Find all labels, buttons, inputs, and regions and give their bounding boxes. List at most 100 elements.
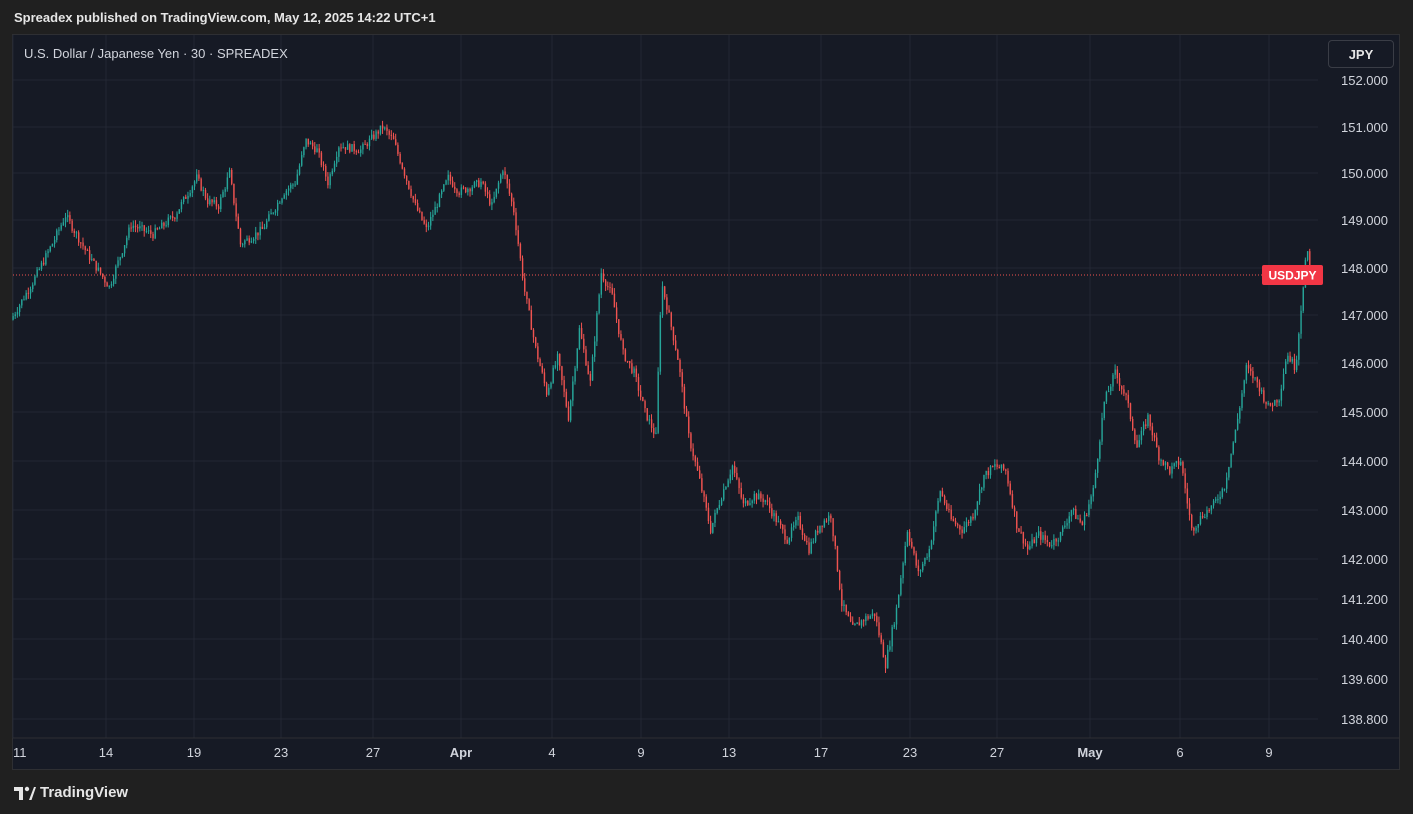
candle xyxy=(172,211,174,222)
candle-body xyxy=(384,127,386,129)
candle-body xyxy=(226,177,229,190)
candle xyxy=(613,288,616,308)
candle xyxy=(1300,305,1302,339)
candle xyxy=(49,245,51,253)
candle xyxy=(751,499,753,508)
candle-body xyxy=(906,532,909,547)
candle xyxy=(922,561,924,573)
candle xyxy=(1011,490,1014,509)
candle xyxy=(1077,514,1079,520)
candle xyxy=(847,611,850,617)
candle-body xyxy=(412,196,414,200)
candle xyxy=(1053,534,1055,550)
candle xyxy=(1291,356,1294,364)
x-tick-label: Apr xyxy=(450,745,472,760)
candle-body xyxy=(320,152,323,166)
candle xyxy=(99,267,102,276)
candle-body xyxy=(71,220,73,231)
candle-body xyxy=(865,616,867,622)
candle-body xyxy=(322,165,325,167)
candle xyxy=(1079,514,1081,524)
candle-body xyxy=(867,616,869,619)
candle-body xyxy=(1267,403,1269,405)
candle-body xyxy=(1193,527,1195,531)
candle-body xyxy=(893,624,896,628)
candle xyxy=(1046,535,1049,547)
candle-body xyxy=(202,189,205,191)
candle-body xyxy=(1037,531,1040,536)
tradingview-logo[interactable]: TradingView xyxy=(14,784,128,801)
candle-body xyxy=(954,520,957,525)
candle-body xyxy=(1116,369,1119,379)
candle-body xyxy=(213,200,215,203)
candle-body xyxy=(460,187,463,196)
candle-body xyxy=(456,189,458,194)
candle xyxy=(486,187,489,199)
publish-info: Spreadex published on TradingView.com, M… xyxy=(14,10,436,25)
candle-body xyxy=(849,616,852,622)
candle-body xyxy=(967,521,970,523)
candle xyxy=(246,235,248,242)
candle-body xyxy=(500,175,502,183)
candle-body xyxy=(25,292,27,300)
candle xyxy=(123,245,126,257)
candle xyxy=(1131,416,1134,431)
candle-body xyxy=(401,163,404,169)
candle-body xyxy=(1169,466,1171,474)
candle-body xyxy=(143,225,146,232)
candle xyxy=(1186,482,1189,509)
candle-body xyxy=(283,195,285,199)
candle-body xyxy=(1162,460,1165,465)
candle xyxy=(204,187,207,201)
candle-body xyxy=(887,649,889,669)
candle xyxy=(292,183,294,190)
candle-body xyxy=(1040,531,1042,540)
chart-frame[interactable] xyxy=(12,34,1400,770)
candle-body xyxy=(362,143,364,150)
candle xyxy=(611,283,613,295)
y-tick-label: 148.000 xyxy=(1341,261,1388,276)
candle xyxy=(769,497,771,513)
candle xyxy=(900,575,902,597)
x-tick-label: 13 xyxy=(722,745,736,760)
candle-body xyxy=(653,428,655,434)
candle-body xyxy=(423,220,425,224)
candle xyxy=(340,143,342,152)
candle-body xyxy=(150,230,152,234)
candle xyxy=(43,257,45,266)
candle xyxy=(250,237,253,244)
candle xyxy=(600,268,603,299)
candle-body xyxy=(281,198,283,203)
candle-body xyxy=(556,353,559,366)
candle-body xyxy=(1145,424,1147,427)
candle xyxy=(64,212,67,228)
candle-body xyxy=(1171,466,1173,474)
candle xyxy=(871,609,874,619)
candle-body xyxy=(723,489,725,500)
candle-body xyxy=(965,521,968,528)
candle xyxy=(371,129,373,140)
candle xyxy=(460,184,463,198)
candle xyxy=(106,281,108,287)
candle xyxy=(368,135,371,151)
candle xyxy=(161,219,163,229)
candle-body xyxy=(430,216,432,226)
candle xyxy=(134,220,137,233)
candle xyxy=(543,368,546,387)
candle-body xyxy=(727,480,729,487)
candle-body xyxy=(47,251,49,254)
currency-button[interactable]: JPY xyxy=(1328,40,1394,68)
candle xyxy=(362,142,364,155)
x-tick-label: 27 xyxy=(990,745,1004,760)
candle-body xyxy=(128,227,130,238)
candle xyxy=(786,535,788,545)
candle-body xyxy=(432,214,434,217)
candle-body xyxy=(301,155,303,166)
candle xyxy=(688,411,690,438)
candle xyxy=(524,272,526,296)
candle-body xyxy=(134,225,137,228)
candle-body xyxy=(377,131,379,134)
candle-body xyxy=(1306,251,1309,260)
candle-body xyxy=(73,230,76,234)
